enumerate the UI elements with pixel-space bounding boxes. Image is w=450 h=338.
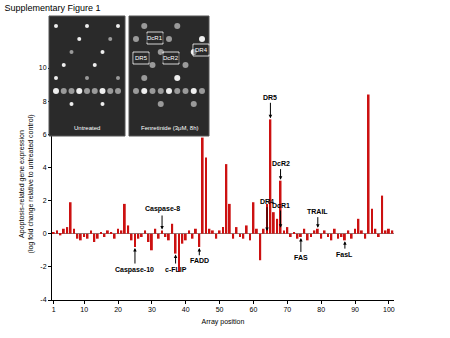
svg-text:DcR2: DcR2 [272,160,290,167]
svg-text:90: 90 [351,306,359,313]
svg-text:FasL: FasL [336,251,353,258]
svg-text:1: 1 [52,306,56,313]
svg-text:6: 6 [43,131,47,138]
svg-text:Fenretinide (3μM, 8h): Fenretinide (3μM, 8h) [141,125,198,131]
svg-text:30: 30 [148,306,156,313]
svg-text:2: 2 [43,197,47,204]
svg-text:Caspase-8: Caspase-8 [145,205,180,213]
svg-text:FADD: FADD [190,257,209,264]
svg-text:Caspase-10: Caspase-10 [115,266,154,274]
svg-text:-2: -2 [40,263,46,270]
svg-text:DcR2: DcR2 [163,55,179,61]
svg-text:DcR1: DcR1 [272,202,290,209]
svg-text:60: 60 [250,306,258,313]
svg-text:4: 4 [43,164,47,171]
svg-text:c-FLIP: c-FLIP [165,266,187,273]
svg-text:Untreated: Untreated [74,125,100,131]
svg-text:DR5: DR5 [135,55,148,61]
svg-text:50: 50 [216,306,224,313]
svg-text:Array position: Array position [202,318,245,326]
svg-text:FAS: FAS [294,254,308,261]
svg-text:DR5: DR5 [263,94,277,101]
svg-text:20: 20 [114,306,122,313]
svg-text:DR4: DR4 [260,198,274,205]
svg-text:10: 10 [39,64,47,71]
svg-text:Supplementary Figure 1: Supplementary Figure 1 [5,3,101,13]
svg-text:10: 10 [80,306,88,313]
svg-text:TRAIL: TRAIL [307,208,328,215]
svg-text:100: 100 [383,306,395,313]
svg-text:-4: -4 [40,296,46,303]
svg-text:Apoptosis-related gene express: Apoptosis-related gene expression(log fo… [18,115,35,254]
svg-text:DcR1: DcR1 [147,35,163,41]
svg-text:70: 70 [283,306,291,313]
svg-text:0: 0 [43,230,47,237]
svg-text:80: 80 [317,306,325,313]
svg-text:DR4: DR4 [195,47,208,53]
svg-text:40: 40 [182,306,190,313]
svg-text:8: 8 [43,98,47,105]
